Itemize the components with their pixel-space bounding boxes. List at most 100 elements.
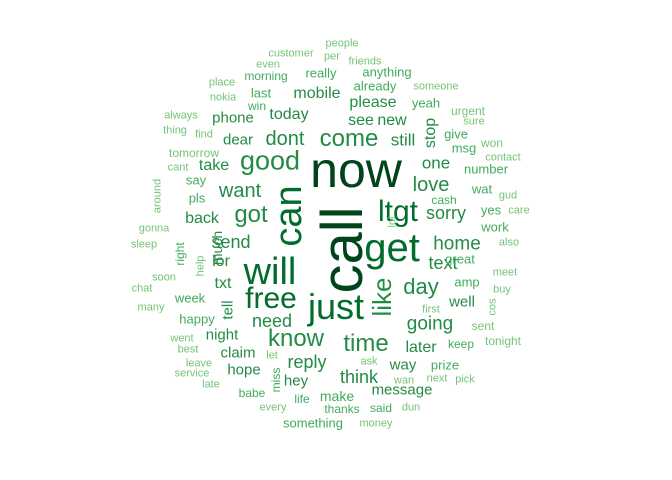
word-wan: wan: [393, 374, 415, 387]
word-work: work: [481, 219, 509, 235]
word-sure: sure: [463, 115, 485, 128]
word-love: love: [412, 174, 450, 196]
word-ltgt: ltgt: [377, 195, 419, 228]
word-later: later: [405, 339, 437, 356]
word-chat: chat: [131, 282, 153, 295]
word-happy: happy: [179, 311, 215, 327]
word-leave: leave: [185, 357, 213, 370]
word-msg: msg: [451, 140, 477, 156]
word-today: today: [269, 106, 309, 123]
word-babe: babe: [238, 386, 266, 400]
word-late: late: [202, 378, 220, 391]
word-gud: gud: [498, 189, 518, 202]
word-can: can: [268, 185, 310, 247]
word-new: new: [377, 112, 407, 129]
word-think: think: [339, 367, 379, 387]
word-send: send: [211, 232, 251, 252]
word-said: said: [369, 401, 393, 415]
word-message: message: [371, 381, 433, 399]
word-dont: dont: [265, 128, 305, 150]
word-help: help: [194, 255, 207, 277]
word-first: first: [422, 303, 440, 316]
word-day: day: [403, 274, 439, 299]
word-lor: lor: [212, 253, 230, 270]
word-much: much: [209, 230, 225, 266]
word-just: just: [307, 286, 365, 327]
word-well: well: [449, 293, 475, 311]
word-tonight: tonight: [484, 334, 522, 348]
word-dear: dear: [222, 131, 254, 149]
word-place: place: [208, 76, 236, 89]
word-customer: customer: [268, 47, 314, 60]
word-amp: amp: [454, 274, 480, 290]
word-way: way: [389, 356, 417, 374]
word-now: now: [310, 142, 402, 198]
word-ask: ask: [360, 355, 378, 368]
word-one: one: [421, 153, 451, 173]
word-soon: soon: [152, 271, 176, 284]
word-life: life: [294, 392, 310, 406]
word-hey: hey: [283, 372, 309, 390]
word-give: give: [444, 126, 468, 142]
word-get: get: [364, 226, 420, 270]
word-come: come: [319, 125, 379, 152]
word-nokia: nokia: [209, 91, 237, 104]
word-someone: someone: [413, 80, 459, 93]
word-care: care: [508, 204, 530, 217]
word-thanks: thanks: [324, 402, 360, 416]
word-night: night: [205, 326, 239, 344]
word-win: win: [247, 99, 267, 113]
word-like: like: [367, 277, 397, 317]
word-every: every: [259, 401, 287, 414]
word-keep: keep: [447, 337, 475, 351]
word-contact: contact: [485, 151, 521, 164]
word-anything: anything: [362, 64, 412, 80]
word-best: best: [177, 343, 199, 356]
word-last: last: [250, 85, 272, 101]
word-pls: pls: [188, 190, 206, 206]
word-won: won: [480, 136, 504, 150]
word-stop: stop: [422, 117, 439, 149]
word-buy: buy: [493, 283, 511, 296]
word-know: know: [267, 325, 325, 352]
word-cant: cant: [167, 161, 189, 174]
word-meet: meet: [492, 266, 518, 279]
word-want: want: [218, 180, 262, 202]
word-dun: dun: [401, 401, 421, 414]
word-sorry: sorry: [426, 203, 466, 223]
word-home: home: [433, 233, 481, 255]
word-people: people: [325, 37, 359, 50]
word-morning: morning: [244, 69, 288, 83]
word-sleep: sleep: [130, 238, 158, 251]
word-friends: friends: [348, 55, 382, 68]
word-reply: reply: [287, 352, 327, 372]
word-phone: phone: [212, 109, 254, 127]
word-please: please: [349, 94, 397, 111]
word-also: also: [498, 236, 520, 249]
word-week: week: [174, 290, 206, 306]
word-great: great: [445, 251, 475, 267]
word-time: time: [343, 330, 389, 357]
word-prize: prize: [430, 357, 460, 373]
word-yeah: yeah: [411, 95, 441, 111]
word-will: will: [243, 251, 297, 293]
word-let: let: [266, 349, 278, 362]
word-hope: hope: [227, 361, 261, 379]
word-need: need: [251, 311, 293, 331]
word-tomorrow: tomorrow: [168, 146, 220, 160]
word-miss: miss: [269, 367, 283, 393]
word-always: always: [164, 109, 198, 122]
word-still: still: [390, 130, 416, 150]
word-yes: yes: [480, 202, 502, 218]
word-see: see: [348, 112, 374, 129]
word-many: many: [137, 301, 165, 314]
word-gonna: gonna: [138, 222, 170, 235]
word-money: money: [359, 417, 393, 430]
word-good: good: [239, 145, 301, 176]
word-pick: pick: [455, 373, 475, 386]
word-sent: sent: [471, 319, 495, 333]
word-cos: cos: [486, 298, 499, 316]
word-make: make: [319, 388, 355, 404]
word-txt: txt: [214, 275, 232, 292]
word-service: service: [174, 367, 210, 380]
